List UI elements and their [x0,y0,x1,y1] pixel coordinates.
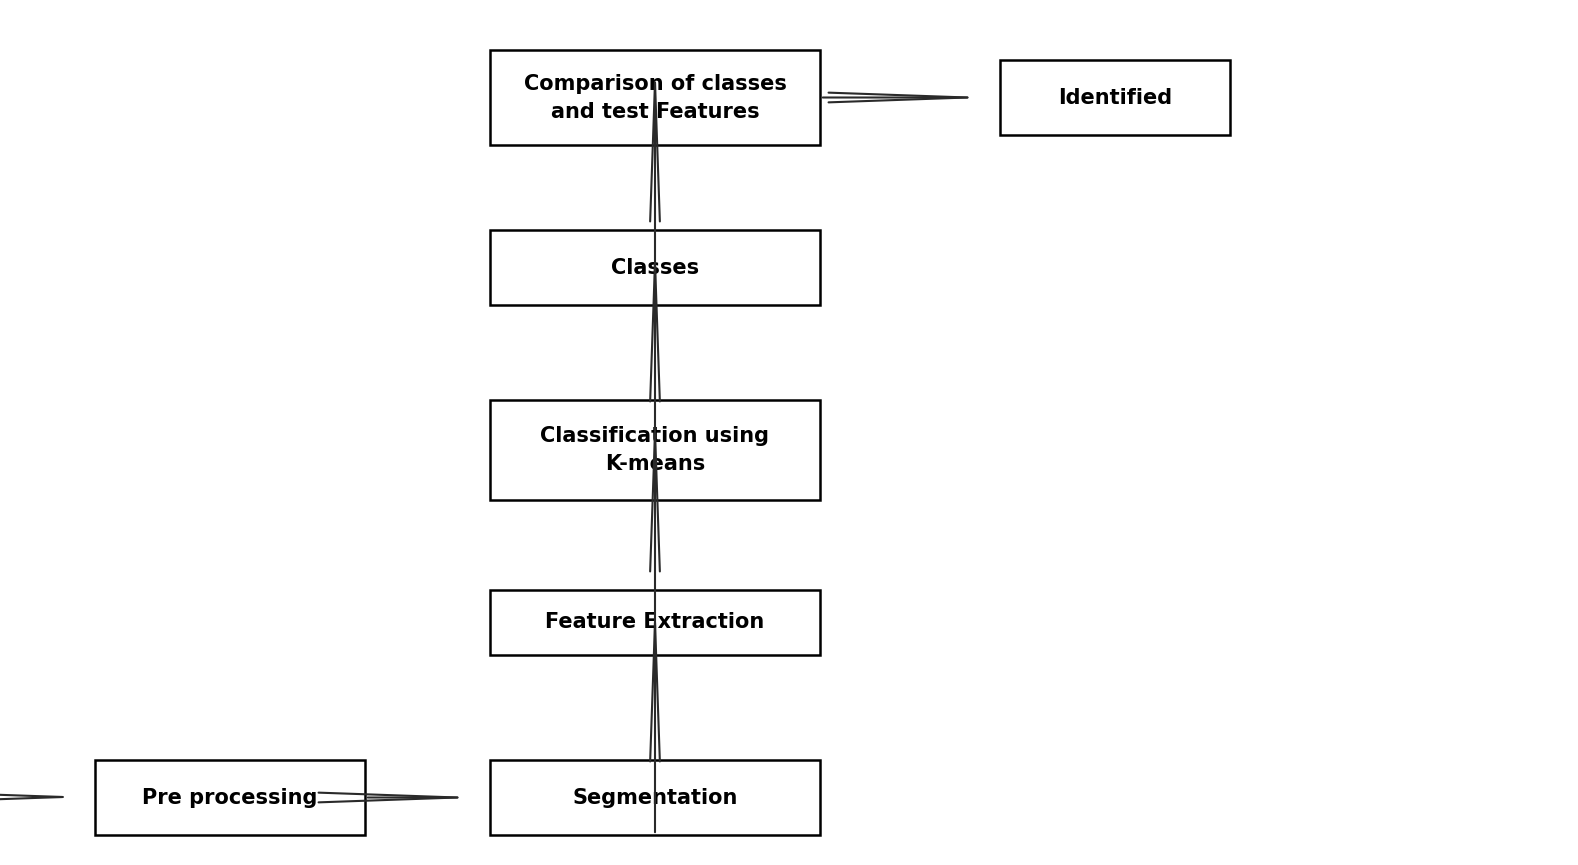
Bar [491,760,821,835]
Bar [491,590,821,655]
Bar [491,50,821,145]
Text: Segmentation: Segmentation [573,787,737,808]
Bar [491,230,821,305]
Bar [491,400,821,500]
Text: Comparison of classes
and test Features: Comparison of classes and test Features [524,74,786,121]
Text: Classes: Classes [611,258,699,278]
Bar [1000,60,1229,135]
Text: Identified: Identified [1057,87,1172,107]
Text: Feature Extraction: Feature Extraction [546,612,765,632]
Bar [95,760,365,835]
Text: Classification using
K-means: Classification using K-means [541,426,770,474]
Text: Pre processing: Pre processing [142,787,317,808]
